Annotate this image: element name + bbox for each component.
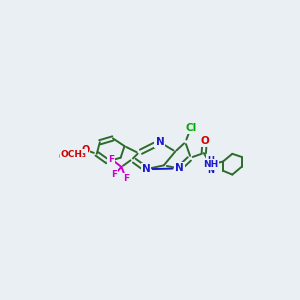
Text: F: F [108, 155, 115, 164]
Text: O: O [59, 152, 67, 162]
Text: NH: NH [203, 160, 218, 169]
Text: F: F [123, 174, 129, 183]
Text: Cl: Cl [185, 123, 196, 134]
Text: OCH₃: OCH₃ [61, 150, 87, 159]
Text: N: N [155, 137, 164, 147]
Text: O: O [81, 145, 89, 155]
Text: N: N [175, 164, 184, 173]
Text: H
N: H N [207, 156, 214, 175]
Text: F: F [111, 170, 118, 179]
Text: N: N [142, 164, 150, 174]
Text: O: O [200, 136, 209, 146]
